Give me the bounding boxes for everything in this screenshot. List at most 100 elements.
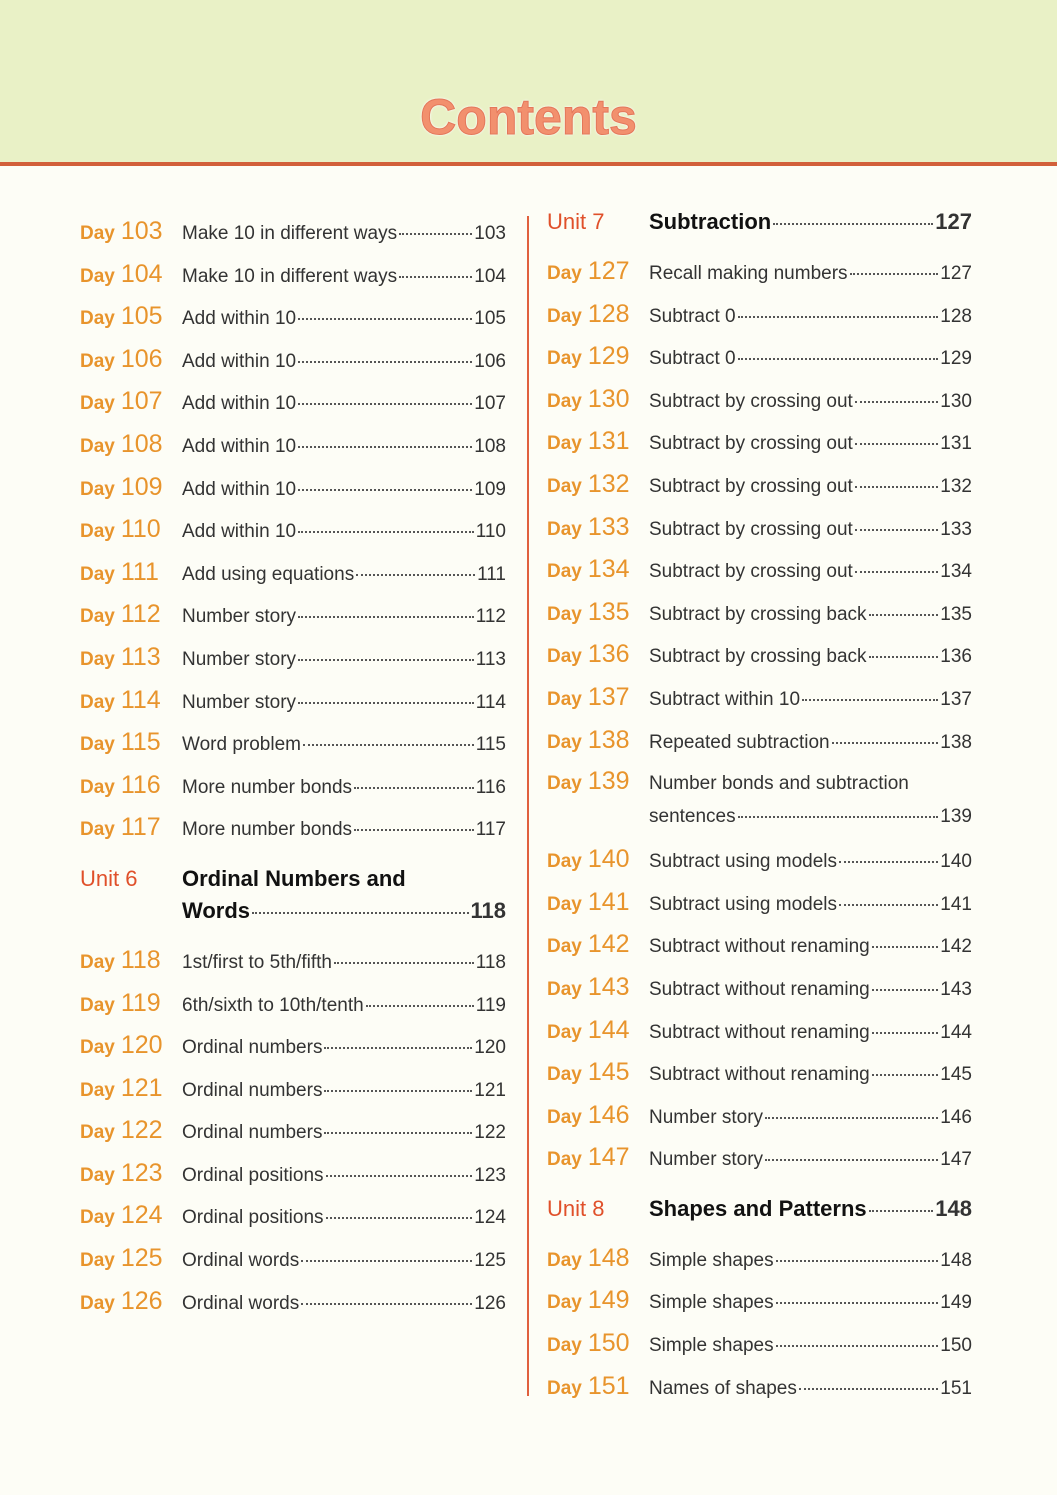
dot-leader (775, 1302, 939, 1305)
day-label: Day 132 (547, 463, 649, 509)
entry-title: 6th/sixth to 10th/tenth (182, 994, 364, 1016)
day-entry[interactable]: Day 130 Subtract by crossing out 130 (547, 378, 972, 421)
day-entry[interactable]: Day 145 Subtract without renaming 145 (547, 1051, 972, 1094)
day-entry[interactable]: Day 132 Subtract by crossing out 132 (547, 463, 972, 506)
day-entry[interactable]: Day 135 Subtract by crossing back 135 (547, 591, 972, 634)
day-entry[interactable]: Day 142 Subtract without renaming 142 (547, 923, 972, 966)
day-entry[interactable]: Day 144 Subtract without renaming 144 (547, 1009, 972, 1052)
day-entry[interactable]: Day 109 Add within 10 109 (80, 466, 506, 509)
day-entry[interactable]: Day 139 Number bonds and subtraction senten… (547, 765, 972, 833)
day-entry[interactable]: Day 121 Ordinal numbers 121 (80, 1067, 506, 1110)
day-entry[interactable]: Day 110 Add within 10 110 (80, 508, 506, 551)
day-label: Day 136 (547, 633, 649, 679)
day-entry[interactable]: Day 115 Word problem 115 (80, 721, 506, 764)
day-label: Day 150 (547, 1322, 649, 1368)
unit-entry[interactable]: Unit 8 Shapes and Patterns 148 (547, 1193, 972, 1225)
day-entry[interactable]: Day 113 Number story 113 (80, 636, 506, 679)
unit-title: Subtraction (649, 209, 772, 234)
day-entry[interactable]: Day 150 Simple shapes 150 (547, 1322, 972, 1365)
day-number: 107 (120, 387, 163, 416)
day-word: Day (80, 648, 115, 670)
day-entry[interactable]: Day 108 Add within 10 108 (80, 423, 506, 466)
day-word: Day (80, 606, 115, 628)
day-word: Day (547, 978, 582, 1000)
day-entry[interactable]: Day 133 Subtract by crossing out 133 (547, 506, 972, 549)
dot-leader (354, 829, 474, 832)
page-number: 137 (940, 688, 972, 710)
day-number: 135 (587, 597, 630, 626)
day-entry[interactable]: Day 111 Add using equations 111 (80, 551, 506, 594)
entry-title: Names of shapes (649, 1377, 797, 1399)
entry-title: Make 10 in different ways (182, 265, 398, 287)
day-entry[interactable]: Day 125 Ordinal words 125 (80, 1237, 506, 1280)
day-entry[interactable]: Day 103 Make 10 in different ways 103 (80, 210, 506, 253)
day-entry[interactable]: Day 122 Ordinal numbers 122 (80, 1109, 506, 1152)
day-entry[interactable]: Day 146 Number story 146 (547, 1094, 972, 1137)
entry-title: Subtract without renaming (649, 936, 870, 958)
day-word: Day (547, 1106, 582, 1128)
day-entry[interactable]: Day 143 Subtract without renaming 143 (547, 966, 972, 1009)
day-entry[interactable]: Day 149 Simple shapes 149 (547, 1279, 972, 1322)
day-entry[interactable]: Day 120 Ordinal numbers 120 (80, 1024, 506, 1067)
day-entry[interactable]: Day 151 Names of shapes 151 (547, 1365, 972, 1408)
day-entry[interactable]: Day 127 Recall making numbers 127 (547, 250, 972, 293)
entry-title: Recall making numbers (649, 263, 848, 284)
entry-title: Add within 10 (182, 393, 297, 415)
day-entry[interactable]: Day 116 More number bonds 116 (80, 764, 506, 807)
day-entry[interactable]: Day 118 1st/first to 5th/fifth 118 (80, 939, 506, 982)
page-number: 150 (940, 1335, 972, 1357)
day-label: Day 105 (80, 295, 182, 341)
day-number: 115 (120, 728, 161, 757)
dot-leader (301, 1260, 473, 1263)
day-word: Day (547, 1292, 582, 1314)
day-label: Day 148 (547, 1237, 649, 1283)
day-number: 144 (587, 1015, 630, 1044)
contents-left-column: Day 103 Make 10 in different ways 103 Day 104… (80, 210, 506, 1322)
day-entry[interactable]: Day 138 Repeated subtraction 138 (547, 719, 972, 762)
day-label: Day 117 (80, 806, 182, 852)
day-number: 141 (587, 887, 630, 916)
day-entry[interactable]: Day 136 Subtract by crossing back 136 (547, 633, 972, 676)
day-entry[interactable]: Day 107 Add within 10 107 (80, 380, 506, 423)
day-label: Day 106 (80, 338, 182, 384)
day-word: Day (80, 691, 115, 713)
page-number: 114 (475, 691, 506, 713)
day-label: Day 122 (80, 1109, 182, 1155)
day-entry[interactable]: Day 128 Subtract 0 128 (547, 293, 972, 336)
day-entry[interactable]: Day 140 Subtract using models 140 (547, 838, 972, 881)
day-entry[interactable]: Day 123 Ordinal positions 123 (80, 1152, 506, 1195)
day-entry[interactable]: Day 104 Make 10 in different ways 104 (80, 253, 506, 296)
day-entry[interactable]: Day 117 More number bonds 117 (80, 806, 506, 849)
entry-title: Ordinal words (182, 1250, 300, 1272)
day-label: Day 125 (80, 1237, 182, 1283)
day-entry[interactable]: Day 148 Simple shapes 148 (547, 1237, 972, 1280)
day-word: Day (547, 1021, 582, 1043)
day-entry[interactable]: Day 141 Subtract using models 141 (547, 881, 972, 924)
dot-leader (324, 1089, 473, 1092)
day-number: 111 (120, 557, 159, 586)
day-word: Day (547, 433, 582, 455)
page-number: 128 (940, 305, 972, 327)
page-number: 105 (474, 308, 506, 330)
day-number: 148 (587, 1243, 630, 1272)
day-entry[interactable]: Day 126 Ordinal words 126 (80, 1280, 506, 1323)
day-entry[interactable]: Day 131 Subtract by crossing out 131 (547, 420, 972, 463)
day-entry[interactable]: Day 112 Number story 112 (80, 593, 506, 636)
day-entry[interactable]: Day 147 Number story 147 (547, 1136, 972, 1179)
day-entry[interactable]: Day 134 Subtract by crossing out 134 (547, 548, 972, 591)
day-number: 125 (120, 1244, 163, 1273)
day-entry[interactable]: Day 137 Subtract within 10 137 (547, 676, 972, 719)
day-entry[interactable]: Day 106 Add within 10 106 (80, 338, 506, 381)
day-label: Day 110 (80, 508, 182, 554)
page-number: 143 (940, 978, 972, 1000)
day-entry[interactable]: Day 124 Ordinal positions 124 (80, 1194, 506, 1237)
day-number: 110 (120, 515, 161, 544)
unit-entry[interactable]: Unit 7 Subtraction 127 (547, 206, 972, 238)
day-entry[interactable]: Day 119 6th/sixth to 10th/tenth 119 (80, 982, 506, 1025)
day-entry[interactable]: Day 105 Add within 10 105 (80, 295, 506, 338)
dot-leader (356, 573, 476, 576)
unit-entry[interactable]: Unit 6 Ordinal Numbers and Words 118 (80, 863, 506, 927)
day-label: Day 138 (547, 719, 649, 765)
day-entry[interactable]: Day 114 Number story 114 (80, 679, 506, 722)
day-entry[interactable]: Day 129 Subtract 0 129 (547, 335, 972, 378)
